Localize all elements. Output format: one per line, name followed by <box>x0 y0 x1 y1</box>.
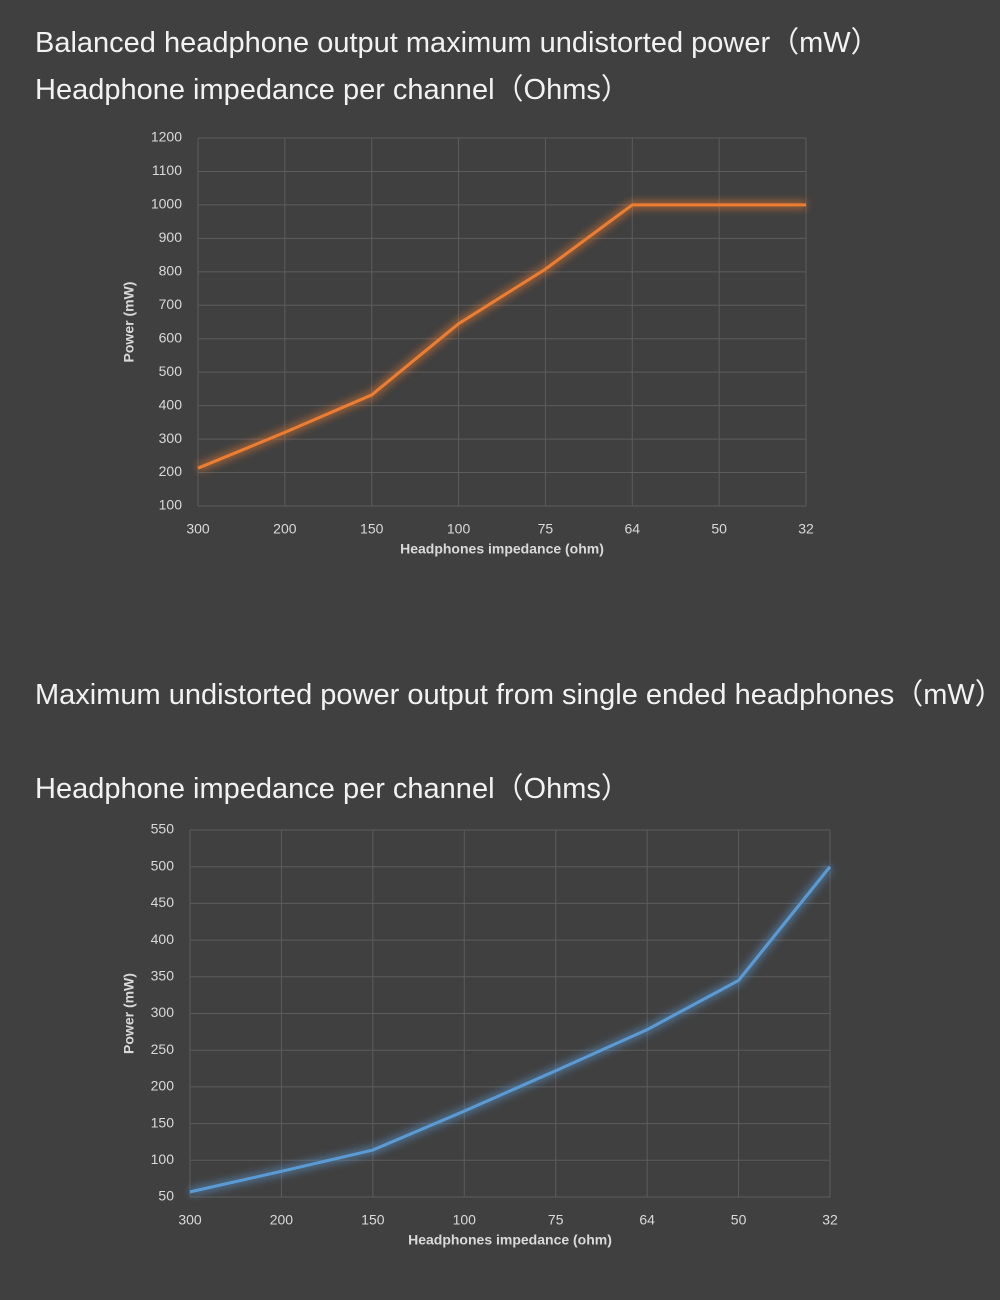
x-axis-label: Headphones impedance (ohm) <box>400 541 604 557</box>
x-tick-label: 50 <box>731 1212 747 1228</box>
y-tick-label: 100 <box>151 1151 175 1167</box>
x-tick-label: 64 <box>639 1212 655 1228</box>
x-tick-label: 100 <box>447 521 471 537</box>
y-tick-label: 600 <box>159 329 183 345</box>
y-tick-label: 150 <box>151 1114 175 1130</box>
y-tick-label: 350 <box>151 968 175 984</box>
x-tick-label: 200 <box>273 521 297 537</box>
x-tick-label: 32 <box>822 1212 838 1228</box>
y-tick-label: 1200 <box>151 129 182 145</box>
y-tick-label: 400 <box>159 396 183 412</box>
x-tick-label: 32 <box>798 521 814 537</box>
x-tick-label: 50 <box>711 521 727 537</box>
chart-subtitle: Headphone impedance per channel（Ohms） <box>35 773 630 805</box>
chart-subtitle: Headphone impedance per channel（Ohms） <box>35 74 630 106</box>
y-tick-label: 400 <box>151 931 175 947</box>
y-tick-label: 550 <box>151 821 175 837</box>
x-tick-label: 150 <box>360 521 384 537</box>
y-tick-label: 300 <box>151 1004 175 1020</box>
x-tick-label: 100 <box>453 1212 477 1228</box>
x-tick-label: 75 <box>548 1212 564 1228</box>
chart-title: Maximum undistorted power output from si… <box>35 679 1000 711</box>
line <box>197 203 806 470</box>
y-tick-label: 500 <box>151 857 175 873</box>
line <box>189 865 832 1194</box>
y-axis-label: Power (mW) <box>121 973 137 1054</box>
y-tick-label: 200 <box>151 1078 175 1094</box>
x-tick-label: 300 <box>178 1212 202 1228</box>
y-tick-label: 700 <box>159 296 183 312</box>
y-tick-label: 900 <box>159 229 183 245</box>
x-axis-label: Headphones impedance (ohm) <box>408 1232 612 1248</box>
y-axis-label: Power (mW) <box>121 282 137 363</box>
line-glow <box>189 864 834 1196</box>
x-tick-label: 64 <box>624 521 640 537</box>
y-tick-label: 300 <box>159 430 183 446</box>
line-glow <box>196 200 806 472</box>
x-tick-label: 150 <box>361 1212 385 1228</box>
y-tick-label: 450 <box>151 894 175 910</box>
y-tick-label: 1000 <box>151 196 182 212</box>
x-tick-label: 200 <box>270 1212 294 1228</box>
y-tick-label: 250 <box>151 1041 175 1057</box>
y-tick-label: 100 <box>159 497 183 513</box>
y-tick-label: 1100 <box>152 162 182 178</box>
y-tick-label: 800 <box>159 263 183 279</box>
y-tick-label: 200 <box>159 463 183 479</box>
y-tick-label: 500 <box>159 363 183 379</box>
y-tick-label: 50 <box>158 1188 174 1204</box>
x-tick-label: 300 <box>186 521 210 537</box>
chart-title: Balanced headphone output maximum undist… <box>35 27 880 59</box>
x-tick-label: 75 <box>538 521 554 537</box>
